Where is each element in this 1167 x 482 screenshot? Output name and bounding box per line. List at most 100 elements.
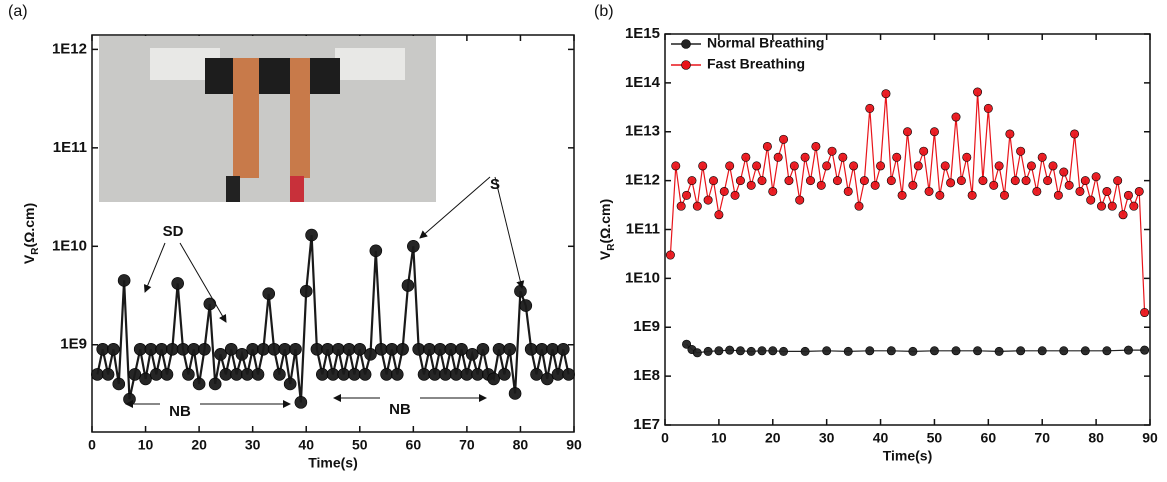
marker	[535, 342, 549, 356]
marker	[455, 342, 468, 356]
annotation-arrow	[179, 242, 227, 323]
marker	[214, 348, 227, 361]
marker	[519, 299, 533, 312]
marker	[374, 342, 388, 356]
series-line	[686, 343, 1145, 354]
marker	[698, 161, 708, 171]
marker	[208, 377, 222, 391]
y-axis-label: VR(Ω.cm)	[597, 199, 617, 260]
marker	[1037, 152, 1047, 162]
marker	[358, 368, 372, 381]
x-tick-label: 20	[765, 430, 781, 446]
marker	[752, 161, 762, 171]
annotation: SD	[163, 223, 184, 240]
y-tick-label: 1E13	[625, 123, 660, 140]
marker	[854, 201, 864, 211]
marker	[203, 297, 217, 311]
marker	[315, 368, 329, 381]
x-axis-label: Time(s)	[308, 455, 358, 471]
y-tick-label: 1E8	[633, 367, 660, 384]
y-axis-label-part: (Ω.cm)	[21, 203, 37, 248]
marker	[795, 195, 805, 205]
y-tick-label: 1E12	[52, 40, 87, 57]
marker	[924, 186, 934, 196]
marker	[187, 342, 201, 356]
marker	[757, 176, 767, 186]
marker	[665, 250, 675, 260]
y-tick-label: 1E9	[60, 336, 87, 353]
marker	[101, 368, 115, 381]
marker	[832, 176, 842, 186]
marker	[444, 342, 458, 356]
marker	[741, 152, 751, 162]
marker	[714, 346, 724, 356]
panel-label: (b)	[594, 3, 614, 20]
marker	[843, 186, 853, 196]
marker	[160, 368, 174, 381]
marker	[735, 176, 745, 186]
marker	[1043, 176, 1053, 186]
marker	[1021, 176, 1031, 186]
marker	[299, 284, 313, 298]
marker	[112, 377, 126, 391]
panel-label: (a)	[8, 3, 28, 20]
marker	[897, 190, 907, 200]
marker	[428, 368, 442, 381]
marker	[978, 176, 988, 186]
marker	[224, 342, 238, 356]
marker	[1064, 180, 1074, 190]
marker	[735, 346, 745, 356]
marker	[380, 368, 393, 381]
marker	[983, 103, 993, 113]
marker	[551, 368, 565, 381]
marker	[1140, 345, 1150, 355]
y-tick-label: 1E10	[52, 237, 87, 254]
marker	[1070, 129, 1080, 139]
marker	[241, 368, 254, 381]
marker	[746, 346, 756, 356]
marker	[1123, 190, 1133, 200]
y-tick-label: 1E9	[633, 318, 660, 335]
marker	[946, 178, 956, 188]
marker	[257, 342, 270, 356]
marker	[1059, 167, 1069, 177]
y-tick-label: 1E12	[625, 172, 660, 189]
marker	[412, 342, 425, 356]
annotation: S	[490, 176, 500, 193]
marker	[816, 180, 826, 190]
marker	[556, 342, 570, 356]
legend-label: Fast Breathing	[707, 56, 805, 72]
marker	[530, 368, 543, 381]
marker	[423, 342, 436, 356]
y-axis-label-part: V	[21, 254, 37, 264]
x-tick-label: 50	[927, 430, 943, 446]
marker	[940, 161, 950, 171]
marker	[439, 368, 452, 381]
x-tick-label: 20	[191, 437, 207, 453]
marker	[407, 240, 420, 253]
x-tick-label: 70	[1034, 430, 1050, 446]
marker	[1075, 186, 1085, 196]
x-tick-label: 10	[138, 437, 154, 453]
legend-label: Normal Breathing	[707, 35, 824, 51]
marker	[1102, 346, 1112, 356]
marker	[390, 368, 404, 381]
marker	[123, 392, 136, 406]
y-axis-label-part: R	[30, 247, 41, 255]
marker	[289, 342, 302, 356]
marker	[107, 342, 120, 356]
marker	[219, 368, 233, 381]
marker	[827, 146, 837, 156]
marker	[342, 342, 356, 356]
annotation-arrow	[494, 176, 525, 289]
x-tick-label: 60	[981, 430, 997, 446]
marker	[149, 368, 163, 381]
marker	[908, 346, 918, 356]
marker	[779, 346, 789, 356]
plot-frame	[91, 34, 575, 433]
marker	[973, 87, 983, 97]
marker	[805, 176, 815, 186]
y-axis-label-part: R	[606, 243, 617, 251]
